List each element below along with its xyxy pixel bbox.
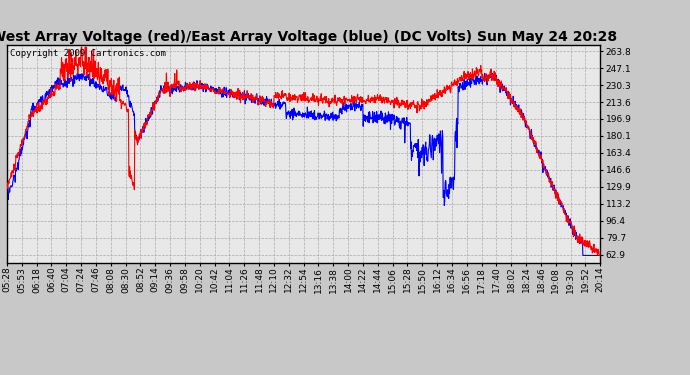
Text: Copyright 2009 Cartronics.com: Copyright 2009 Cartronics.com: [10, 50, 166, 58]
Title: West Array Voltage (red)/East Array Voltage (blue) (DC Volts) Sun May 24 20:28: West Array Voltage (red)/East Array Volt…: [0, 30, 617, 44]
